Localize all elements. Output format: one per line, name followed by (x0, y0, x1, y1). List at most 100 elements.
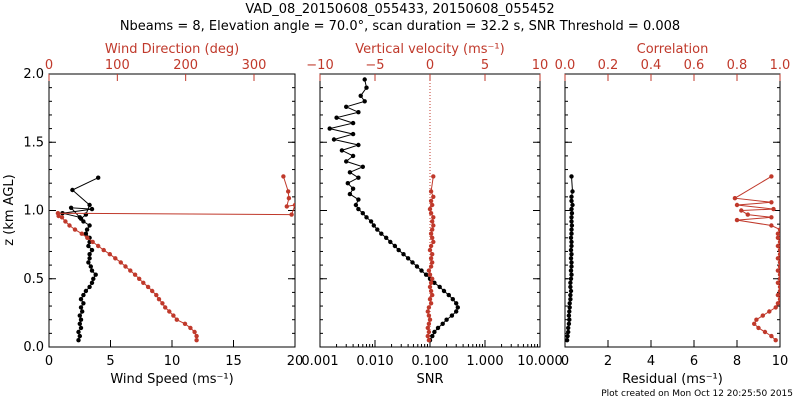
data-point (739, 208, 744, 213)
x-tick-label: 0.100 (411, 354, 448, 369)
y-tick-label: 0.5 (23, 272, 44, 287)
data-point (327, 126, 332, 131)
data-point (734, 217, 740, 223)
data-point (428, 211, 434, 216)
data-point (86, 243, 91, 249)
series-wind-speed (60, 175, 101, 343)
data-point (113, 256, 118, 261)
data-point (167, 309, 172, 314)
series-correlation (732, 174, 780, 343)
title-line-1: VAD_08_20150608_055433, 20150608_055452 (245, 2, 554, 17)
data-point (432, 280, 437, 285)
x-tick-label: 2 (604, 354, 612, 369)
data-point (78, 317, 84, 322)
data-point (347, 170, 353, 175)
data-point (769, 174, 774, 179)
data-point (107, 252, 113, 257)
data-point (430, 202, 435, 208)
data-point (427, 317, 433, 322)
data-point (428, 288, 434, 294)
data-point (569, 231, 574, 236)
x-axis-label: Residual (ms⁻¹) (622, 372, 723, 387)
data-point (396, 247, 401, 253)
data-point (769, 215, 774, 220)
data-point (568, 284, 573, 290)
data-point (286, 196, 292, 201)
data-point (569, 264, 574, 269)
data-point (392, 243, 398, 249)
data-point (568, 235, 574, 240)
data-point (431, 215, 436, 220)
data-point (777, 284, 780, 290)
data-point (96, 175, 101, 180)
data-point (430, 252, 435, 257)
data-point (427, 272, 433, 277)
data-point (331, 137, 337, 142)
data-point (192, 329, 197, 335)
data-point (101, 247, 106, 253)
data-point (430, 276, 435, 281)
data-point (441, 288, 447, 294)
data-point (89, 206, 95, 212)
data-point (455, 305, 460, 310)
data-point (128, 268, 133, 273)
data-point (360, 164, 365, 169)
data-point (569, 272, 574, 277)
data-point (364, 85, 369, 90)
data-point (569, 239, 574, 245)
data-point (353, 202, 359, 208)
data-point (428, 243, 434, 249)
data-point (426, 313, 432, 318)
data-point (431, 174, 436, 179)
data-point (760, 313, 765, 318)
top-tick-label: 0.0 (555, 58, 576, 73)
data-point (88, 264, 94, 269)
x-tick-label: 10 (772, 354, 789, 369)
data-point (431, 223, 436, 228)
y-tick-label: 1.0 (23, 204, 44, 219)
data-point (194, 338, 199, 343)
x-tick-label: 0 (45, 354, 53, 369)
data-point (362, 99, 367, 104)
data-point (454, 309, 459, 314)
series-snr (327, 77, 460, 343)
data-point (78, 297, 84, 302)
data-point (569, 243, 574, 249)
data-point (430, 333, 435, 339)
data-point (569, 227, 574, 232)
x-tick-label: 6 (690, 354, 698, 369)
data-point (118, 260, 124, 265)
top-tick-label: 0 (426, 58, 434, 73)
top-tick-label: 0.8 (727, 58, 748, 73)
data-point (449, 313, 455, 318)
data-point (427, 297, 433, 302)
data-point (777, 252, 780, 257)
data-point (356, 142, 361, 148)
data-point (567, 317, 572, 322)
data-point (432, 329, 437, 335)
data-point (405, 256, 411, 261)
data-point (77, 313, 83, 318)
data-point (87, 252, 92, 257)
data-point (773, 338, 778, 343)
data-point (431, 194, 436, 199)
data-point (427, 206, 433, 212)
top-tick-label: 0.2 (598, 58, 619, 73)
data-point (427, 284, 433, 290)
x-tick-label: 0.001 (301, 354, 338, 369)
data-point (156, 297, 162, 302)
data-point (362, 77, 367, 82)
data-point (379, 231, 384, 236)
x-tick-label: 20 (287, 354, 304, 369)
data-point (76, 338, 81, 343)
data-point (347, 191, 353, 197)
data-point (410, 260, 415, 265)
data-point (777, 288, 780, 294)
data-point (89, 247, 95, 253)
data-point (570, 202, 575, 208)
data-point (163, 305, 168, 310)
data-point (777, 264, 780, 269)
data-point (568, 276, 574, 281)
data-point (775, 301, 780, 306)
data-point (775, 243, 780, 249)
